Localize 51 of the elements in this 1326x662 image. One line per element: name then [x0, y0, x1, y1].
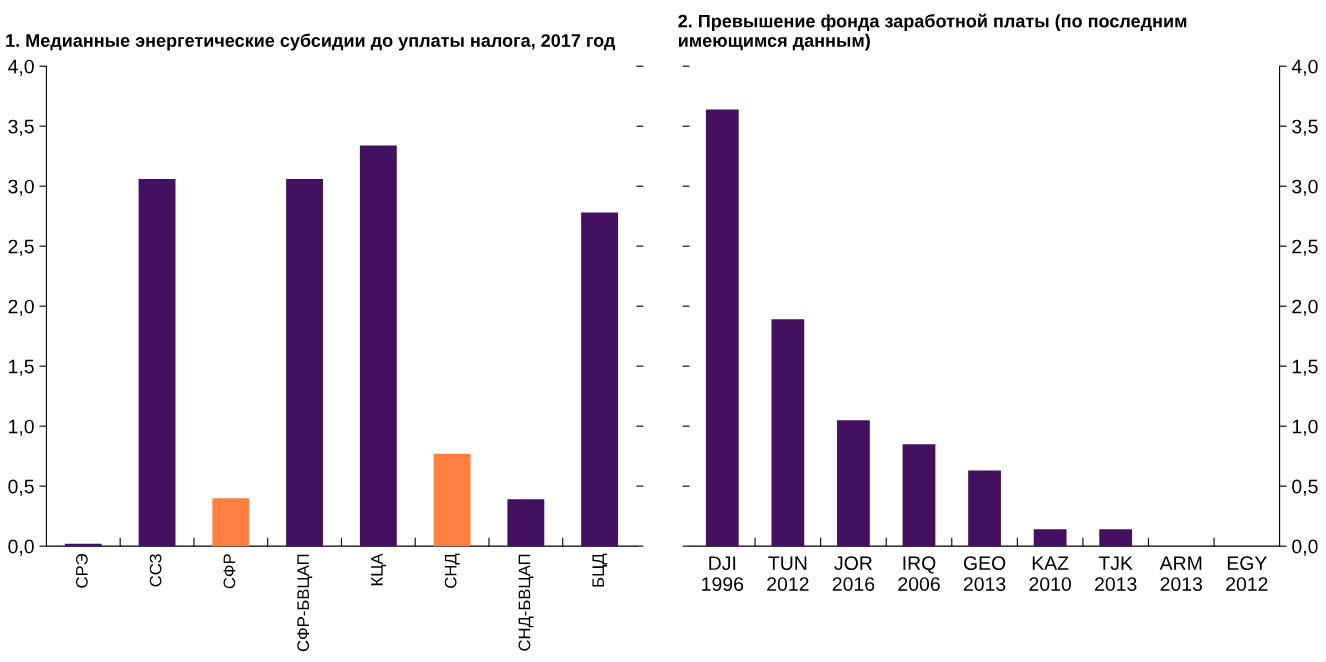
y-tick-label: 3,5: [8, 119, 34, 136]
y-tick-label: 1,5: [9, 359, 34, 376]
bar: [507, 499, 545, 547]
bar: [1033, 529, 1067, 547]
x-tick-label: JOR 2016: [832, 556, 875, 591]
x-tick-label: СНД: [444, 553, 460, 588]
y-tick-label: 3,0: [8, 179, 34, 196]
bar: [837, 420, 870, 547]
bar: [212, 498, 250, 547]
chart-title: 2. Превышение фонда заработной платы (по последним имеющимся данным): [678, 13, 1187, 51]
x-tick-label: EGY 2012: [1226, 556, 1268, 591]
bar: [968, 470, 1001, 547]
chart-title: 1. Медианные энергетические субсидии до уплаты налога, 2017 год: [6, 33, 616, 51]
y-tick-label: 0,5: [8, 479, 34, 496]
x-tick-label: IRQ 2006: [898, 556, 940, 591]
bar: [705, 109, 739, 547]
y-tick-label: 1,5: [1292, 359, 1318, 376]
x-tick-label: TUN 2012: [767, 556, 809, 591]
bar: [359, 145, 397, 547]
x-tick-label: KAZ 2010: [1029, 556, 1071, 591]
y-tick-label: 1,0: [9, 419, 34, 436]
x-tick-label: ARM 2013: [1159, 556, 1203, 591]
x-tick-label: ССЗ: [149, 554, 162, 587]
x-tick-label: БЦД: [592, 553, 608, 587]
x-tick-label: КЦА: [371, 553, 386, 586]
x-tick-label: DJI 1996: [702, 556, 744, 591]
x-tick-label: СРЭ: [75, 553, 88, 588]
y-tick-label: 2,0: [1292, 299, 1318, 316]
bar: [902, 444, 936, 547]
bar: [1099, 529, 1133, 547]
bar: [433, 453, 471, 547]
y-tick-label: 3,5: [1292, 119, 1318, 136]
y-tick-label: 2,5: [1292, 239, 1318, 256]
y-tick-label: 4,0: [8, 59, 34, 76]
y-tick-label: 4,0: [1291, 59, 1318, 76]
bar: [286, 178, 324, 547]
x-tick-label: СФР-БВЦАП: [297, 554, 313, 652]
y-tick-label: 3,0: [1292, 179, 1318, 196]
x-tick-label: СФР: [223, 554, 236, 589]
y-tick-label: 0,0: [8, 539, 34, 556]
x-tick-label: GEO 2013: [963, 556, 1006, 591]
x-tick-label: СНД-БВЦАП: [518, 554, 534, 651]
y-tick-label: 2,0: [8, 299, 34, 316]
y-tick-label: 1,0: [1292, 419, 1318, 436]
y-tick-label: 0,5: [1292, 479, 1318, 496]
bar: [138, 178, 176, 547]
y-tick-label: 2,5: [8, 239, 34, 256]
y-tick-label: 0,0: [1292, 539, 1318, 556]
bar: [771, 319, 805, 547]
x-tick-label: TJK 2013: [1095, 556, 1137, 591]
bar: [581, 212, 619, 547]
